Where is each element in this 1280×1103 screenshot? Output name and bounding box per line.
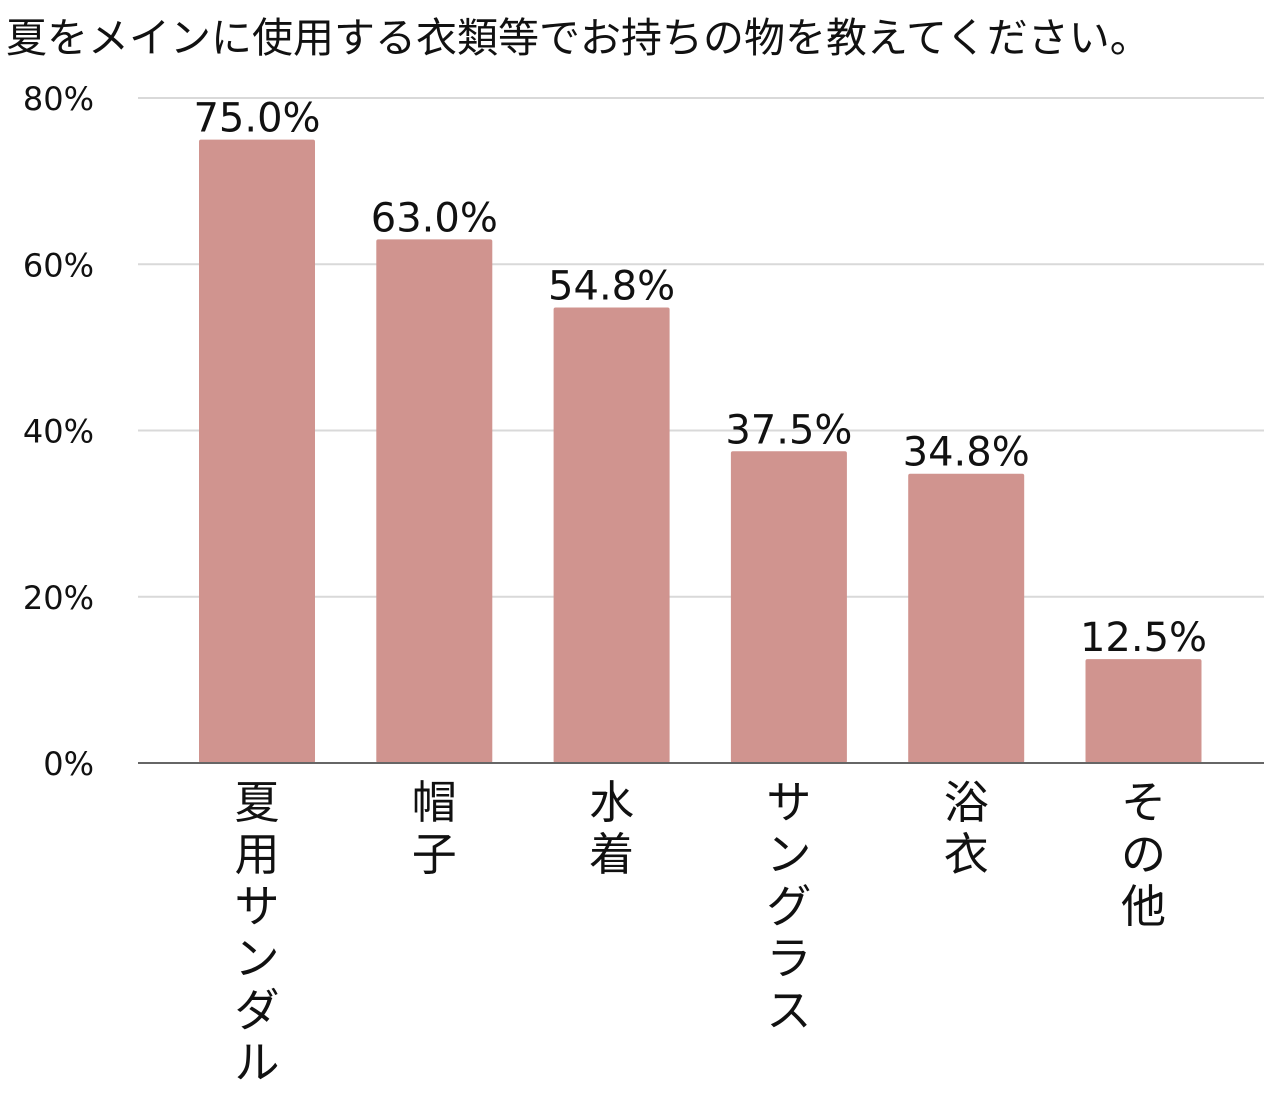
bar bbox=[376, 239, 493, 763]
x-tick-label: サングラス bbox=[766, 776, 811, 1037]
gridlines bbox=[138, 97, 1264, 598]
y-tick-label: 40% bbox=[23, 413, 94, 451]
x-tick-label: 浴衣 bbox=[944, 776, 989, 881]
data-label: 34.8% bbox=[903, 430, 1030, 476]
data-label: 37.5% bbox=[725, 407, 852, 453]
bar bbox=[730, 451, 847, 763]
bar bbox=[1085, 659, 1202, 763]
data-label: 12.5% bbox=[1080, 615, 1207, 661]
x-tick-label: 帽子 bbox=[412, 776, 457, 881]
bar bbox=[908, 473, 1025, 763]
bar bbox=[199, 139, 315, 763]
y-tick-label: 80% bbox=[23, 80, 94, 118]
x-tick-label: その他 bbox=[1121, 776, 1166, 933]
x-tick-label: 水着 bbox=[589, 776, 634, 881]
axes: 0% 20% 40% 60% 80% 夏用サンダル 帽子 水着 サングラス 浴衣 その他 bbox=[23, 80, 1264, 1089]
bar bbox=[553, 307, 670, 763]
data-label: 63.0% bbox=[371, 195, 498, 241]
data-label: 54.8% bbox=[548, 263, 675, 309]
y-tick-label: 0% bbox=[43, 745, 94, 783]
x-tick-label: 夏用サンダル bbox=[234, 776, 279, 1089]
data-label: 75.0% bbox=[193, 96, 320, 142]
bars bbox=[199, 139, 1202, 763]
chart-title: 夏をメインに使用する衣類等でお持ちの物を教えてください。 bbox=[6, 14, 1151, 62]
value-labels: 75.0% 63.0% 54.8% 37.5% 34.8% 12.5% bbox=[193, 96, 1207, 662]
y-tick-label: 20% bbox=[23, 579, 94, 617]
y-tick-label: 60% bbox=[23, 246, 94, 284]
